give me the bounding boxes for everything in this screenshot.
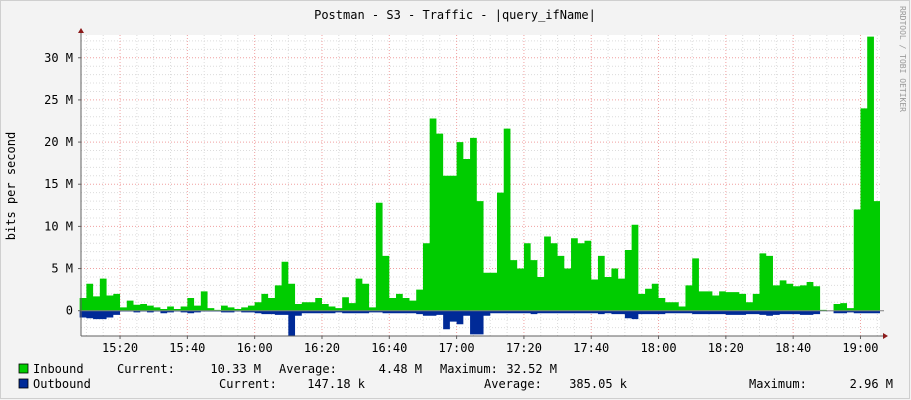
x-tick-label: 17:00 bbox=[439, 341, 475, 355]
series-area-outbound bbox=[79, 310, 880, 336]
legend-label-outbound: Outbound bbox=[33, 377, 91, 391]
x-tick-label: 18:20 bbox=[708, 341, 744, 355]
outbound-current-value: 147.18 k bbox=[307, 377, 366, 391]
outbound-current-label: Current: bbox=[219, 377, 277, 391]
x-tick-label: 17:40 bbox=[573, 341, 609, 355]
y-tick-label: 5 M bbox=[51, 262, 73, 276]
series-layer bbox=[79, 36, 880, 336]
y-tick-label: 25 M bbox=[44, 93, 73, 107]
legend-swatch-outbound bbox=[18, 378, 29, 389]
axes bbox=[78, 28, 888, 339]
x-tick-labels: 15:20 15:40 16:00 16:20 16:40 17:00 17:20 17:40… bbox=[102, 336, 879, 355]
x-tick-label: 15:40 bbox=[169, 341, 205, 355]
inbound-maximum-label: Maximum: bbox=[440, 362, 498, 376]
legend-label-inbound: Inbound bbox=[33, 362, 84, 376]
chart-title: Postman - S3 - Traffic - |query_ifName| bbox=[314, 8, 596, 22]
x-tick-label: 16:40 bbox=[371, 341, 407, 355]
x-tick-label: 16:00 bbox=[237, 341, 273, 355]
outbound-maximum-value: 2.96 M bbox=[850, 377, 893, 391]
x-axis-arrow-icon bbox=[883, 333, 888, 339]
y-tick-labels: 0 5 M 10 M 15 M 20 M 25 M 30 M bbox=[44, 51, 81, 318]
y-tick-label: 10 M bbox=[44, 219, 73, 233]
y-tick-label: 30 M bbox=[44, 51, 73, 65]
legend-inbound: Inbound Current: 10.33 M Average: 4.48 M… bbox=[18, 362, 557, 376]
x-tick-label: 16:20 bbox=[304, 341, 340, 355]
outbound-average-value: 385.05 k bbox=[569, 377, 628, 391]
inbound-current-value: 10.33 M bbox=[210, 362, 261, 376]
x-tick-label: 18:00 bbox=[640, 341, 676, 355]
outbound-maximum-label: Maximum: bbox=[749, 377, 807, 391]
inbound-maximum-value: 32.52 M bbox=[506, 362, 557, 376]
series-area-inbound bbox=[79, 36, 880, 311]
x-tick-label: 18:40 bbox=[775, 341, 811, 355]
inbound-average-label: Average: bbox=[279, 362, 337, 376]
inbound-current-label: Current: bbox=[117, 362, 175, 376]
y-axis-arrow-icon bbox=[78, 28, 84, 33]
legend-outbound: Outbound Current: 147.18 k Average: 385.… bbox=[18, 377, 893, 391]
x-tick-label: 19:00 bbox=[842, 341, 878, 355]
x-tick-label: 15:20 bbox=[102, 341, 138, 355]
y-tick-label: 15 M bbox=[44, 177, 73, 191]
inbound-average-value: 4.48 M bbox=[379, 362, 422, 376]
y-tick-label: 0 bbox=[66, 304, 73, 318]
legend-swatch-inbound bbox=[18, 363, 29, 374]
y-axis-label: bits per second bbox=[4, 132, 18, 240]
outbound-average-label: Average: bbox=[484, 377, 542, 391]
x-tick-label: 17:20 bbox=[506, 341, 542, 355]
watermark: RRDTOOL / TOBI OETIKER bbox=[898, 6, 907, 112]
y-tick-label: 20 M bbox=[44, 135, 73, 149]
